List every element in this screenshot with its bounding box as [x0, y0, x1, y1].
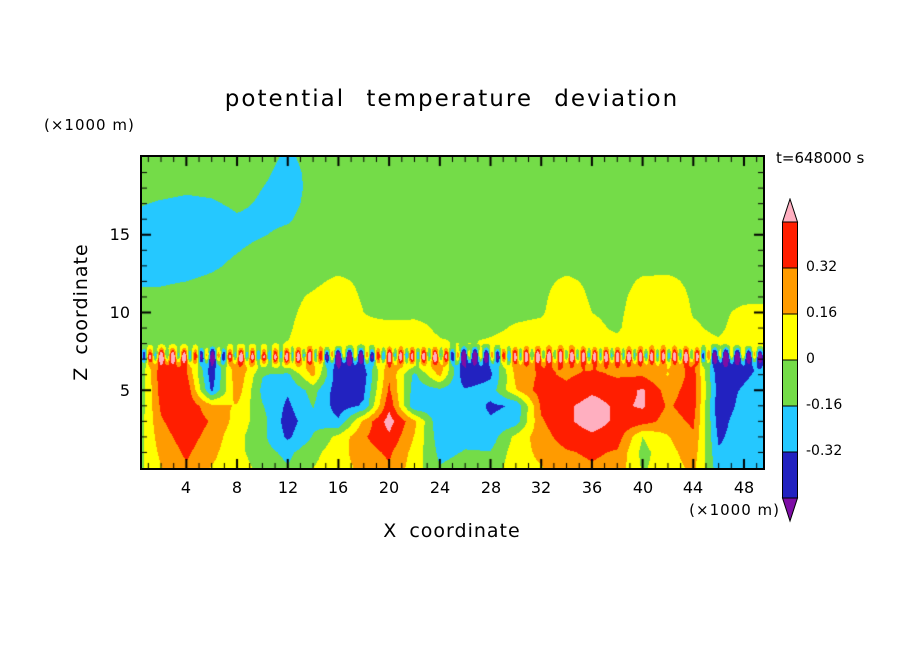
colorbar-label: 0.16 [806, 305, 838, 321]
colorbar-arrow-high [781, 198, 799, 223]
x-tick-label: 44 [682, 478, 704, 497]
colorbar-seg-3 [782, 359, 798, 407]
colorbar-label: -0.16 [806, 397, 843, 413]
x-tick-label: 4 [180, 478, 192, 497]
colorbar-seg-1 [782, 267, 798, 315]
colorbar-label: -0.32 [806, 443, 843, 459]
x-tick-label: 24 [429, 478, 451, 497]
x-tick-label: 12 [277, 478, 299, 497]
colorbar-seg-2 [782, 313, 798, 361]
colorbar-arrow-low [781, 497, 799, 523]
z-tick-label: 5 [119, 381, 130, 400]
z-axis-units-label: (×1000 m) [44, 116, 135, 134]
colorbar-label: 0 [806, 351, 815, 367]
x-tick-label: 36 [581, 478, 603, 497]
colorbar-label: 0.32 [806, 259, 838, 275]
colorbar-seg-5 [782, 451, 798, 499]
plot-area [140, 155, 765, 470]
z-tick-label: 15 [109, 225, 130, 244]
colorbar [781, 198, 799, 523]
x-axis-title: X coordinate [383, 520, 521, 542]
time-annotation: t=648000 s [776, 149, 865, 167]
colorbar-seg-0 [782, 221, 798, 269]
x-tick-label: 16 [327, 478, 349, 497]
x-tick-label: 8 [231, 478, 243, 497]
x-axis-units-label: (×1000 m) [689, 501, 780, 519]
x-tick-label: 40 [632, 478, 654, 497]
z-axis-title: Z coordinate [70, 243, 92, 381]
x-tick-label: 48 [733, 478, 755, 497]
x-tick-label: 32 [530, 478, 552, 497]
x-tick-label: 28 [480, 478, 502, 497]
z-tick-label: 10 [109, 303, 130, 322]
heatmap-canvas [142, 157, 763, 468]
x-tick-label: 20 [378, 478, 400, 497]
colorbar-seg-4 [782, 405, 798, 453]
chart-title: potential temperature deviation [224, 86, 680, 112]
